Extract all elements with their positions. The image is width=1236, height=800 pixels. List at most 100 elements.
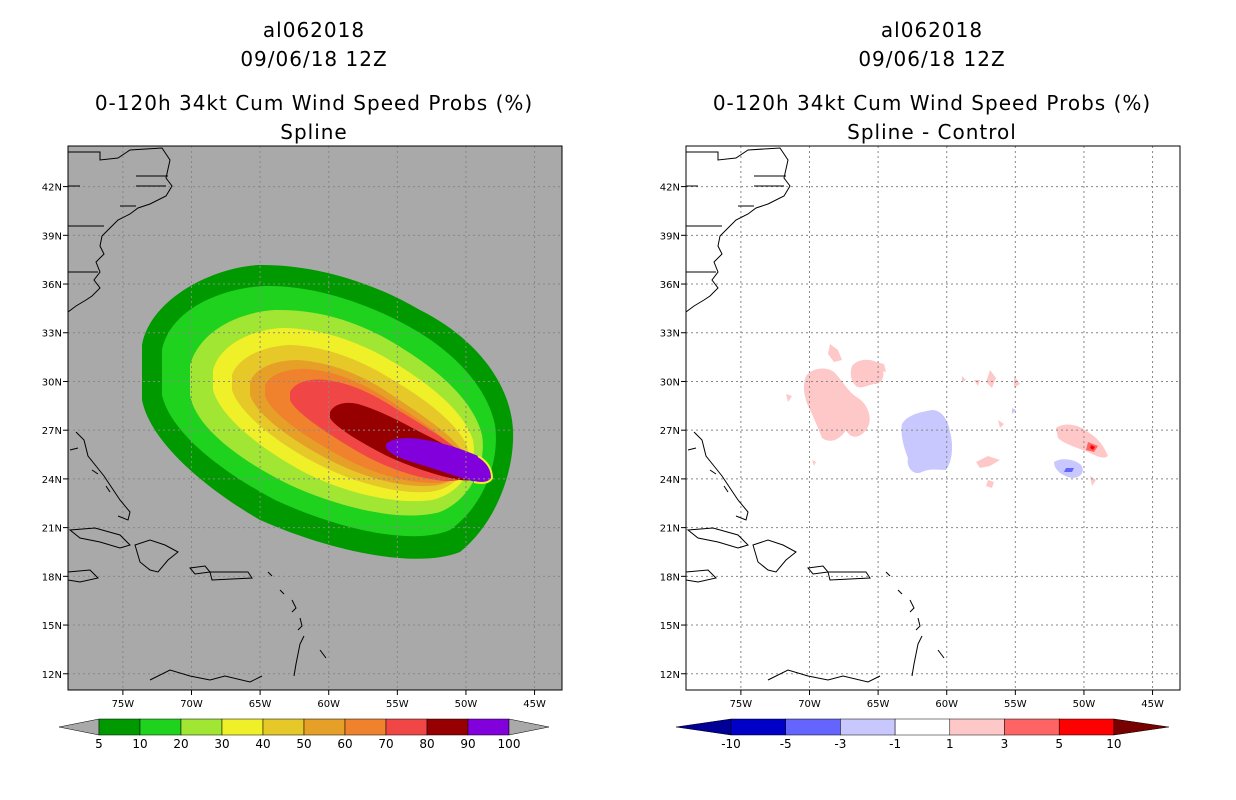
- lon-tick-label: 50W: [455, 699, 478, 710]
- diff-negative-region: [901, 410, 953, 474]
- product-title: 0-120h 34kt Cum Wind Speed Probs (%): [712, 91, 1152, 115]
- lat-tick-label: 24N: [660, 475, 680, 486]
- colorbar-label: 3: [1001, 737, 1009, 751]
- colorbar-label: -1: [889, 737, 901, 751]
- colorbar-label: -5: [780, 737, 792, 751]
- lat-tick-label: 30N: [660, 377, 680, 388]
- colorbar-label: 90: [460, 737, 475, 751]
- lon-tick-label: 75W: [730, 699, 753, 710]
- lon-tick-label: 75W: [112, 699, 135, 710]
- lat-tick-label: 21N: [660, 524, 680, 535]
- lat-tick-label: 21N: [42, 524, 62, 535]
- diff-positive-region: [986, 370, 996, 388]
- lat-tick-label: 33N: [42, 329, 62, 340]
- lat-tick-label: 15N: [42, 621, 62, 632]
- right-map-panel: 75W 70W 65W 60W 55W 50W 45W 42N 39N 36N 33N 30N 27N 2…: [660, 145, 1181, 710]
- lon-tick-label: 60W: [935, 699, 958, 710]
- colorbar-swatch: [262, 718, 305, 736]
- diff-positive-region: [876, 362, 886, 372]
- lon-tick-label: 45W: [1141, 699, 1164, 710]
- lon-tick-label: 70W: [180, 699, 203, 710]
- diff-positive-region: [803, 368, 870, 441]
- lat-tick-label: 42N: [660, 183, 680, 194]
- colorbar-swatch: [98, 718, 141, 736]
- coastlines: [68, 147, 327, 683]
- contour-90-edge: [473, 455, 494, 484]
- colorbar-label: 100: [498, 737, 521, 751]
- lat-tick-label: 18N: [42, 572, 62, 583]
- colorbar-swatch: [180, 718, 223, 736]
- lat-tick-label: 27N: [660, 426, 680, 437]
- colorbar-label: 80: [419, 737, 434, 751]
- difference-colorbar: -10 -5 -3 -1 1 3 5 10: [675, 718, 1169, 751]
- lat-tick-label: 27N: [42, 426, 62, 437]
- storm-id: al062018: [880, 18, 984, 42]
- lat-tick-label: 30N: [42, 377, 62, 388]
- lat-lon-grid: [686, 146, 1180, 690]
- colorbar-end-arrow: [675, 718, 732, 736]
- cycle-time: 09/06/18 12Z: [858, 47, 1006, 71]
- axis-ticks: 75W 70W 65W 60W 55W 50W 45W 42N 39N 36N 33N 30N 27N 2…: [660, 183, 1164, 710]
- colorbar-end-arrow: [1113, 718, 1169, 736]
- lat-tick-label: 42N: [42, 183, 62, 194]
- diff-positive-region: [962, 376, 966, 382]
- diff-positive-region: [812, 460, 816, 466]
- lat-tick-label: 12N: [660, 670, 680, 681]
- colorbar-label: -3: [834, 737, 846, 751]
- lat-tick-label: 33N: [660, 329, 680, 340]
- colorbar-swatch: [730, 718, 786, 736]
- storm-id: al062018: [262, 18, 366, 42]
- lat-tick-label: 36N: [42, 280, 62, 291]
- colorbar-swatch: [303, 718, 346, 736]
- lon-tick-label: 65W: [867, 699, 890, 710]
- diff-positive-region: [986, 480, 994, 488]
- lon-tick-label: 55W: [1004, 699, 1027, 710]
- colorbar-swatch: [344, 718, 387, 736]
- colorbar-swatch: [840, 718, 896, 736]
- product-title: 0-120h 34kt Cum Wind Speed Probs (%): [94, 91, 534, 115]
- colorbar-label: -10: [721, 737, 741, 751]
- colorbar-label: 10: [132, 737, 147, 751]
- lon-tick-label: 45W: [523, 699, 546, 710]
- diff-peak-positive: [1090, 445, 1095, 450]
- diff-positive-region: [828, 344, 842, 362]
- colorbar-swatch: [949, 718, 1005, 736]
- colorbar-label: 30: [214, 737, 229, 751]
- colorbar-swatch: [139, 718, 182, 736]
- difference-contours: [786, 344, 1108, 488]
- diff-strong-negative: [1064, 468, 1074, 472]
- lat-lon-grid: [68, 146, 562, 690]
- coastlines: [686, 147, 945, 683]
- colorbar-label: 60: [337, 737, 352, 751]
- colorbar-end-arrow: [58, 718, 100, 736]
- colorbar-swatch: [467, 718, 510, 736]
- left-map-panel: 75W 70W 65W 60W 55W 50W 45W 42N 39N 36N 33N 30N 27N 2…: [42, 145, 563, 710]
- lat-tick-label: 39N: [42, 231, 62, 242]
- colorbar-swatch: [1058, 718, 1115, 736]
- lon-tick-label: 70W: [798, 699, 821, 710]
- colorbar-label: 1: [946, 737, 954, 751]
- colorbar-label: 5: [95, 737, 103, 751]
- lon-tick-label: 50W: [1073, 699, 1096, 710]
- colorbar-swatch: [785, 718, 841, 736]
- cycle-time: 09/06/18 12Z: [240, 47, 388, 71]
- diff-positive-region: [976, 456, 1000, 468]
- probability-colorbar: 5 10 20 30 40 50 60 70 80 90 100: [58, 718, 550, 751]
- colorbar-swatch: [894, 718, 951, 736]
- left-panel-title: al062018 09/06/18 12Z 0-120h 34kt Cum Wi…: [66, 16, 562, 147]
- axis-ticks: 75W 70W 65W 60W 55W 50W 45W 42N 39N 36N 33N 30N 27N 2…: [42, 183, 546, 710]
- colorbar-end-arrow: [508, 718, 550, 736]
- colorbar-label: 50: [296, 737, 311, 751]
- colorbar-label: 20: [173, 737, 188, 751]
- lat-tick-label: 24N: [42, 475, 62, 486]
- colorbar-swatch: [426, 718, 469, 736]
- lon-tick-label: 65W: [249, 699, 272, 710]
- colorbar-label: 40: [255, 737, 270, 751]
- lat-tick-label: 39N: [660, 231, 680, 242]
- diff-positive-region: [1014, 376, 1020, 388]
- diff-positive-region: [786, 394, 792, 402]
- lat-tick-label: 18N: [660, 572, 680, 583]
- colorbar-swatch: [385, 718, 428, 736]
- lon-tick-label: 55W: [386, 699, 409, 710]
